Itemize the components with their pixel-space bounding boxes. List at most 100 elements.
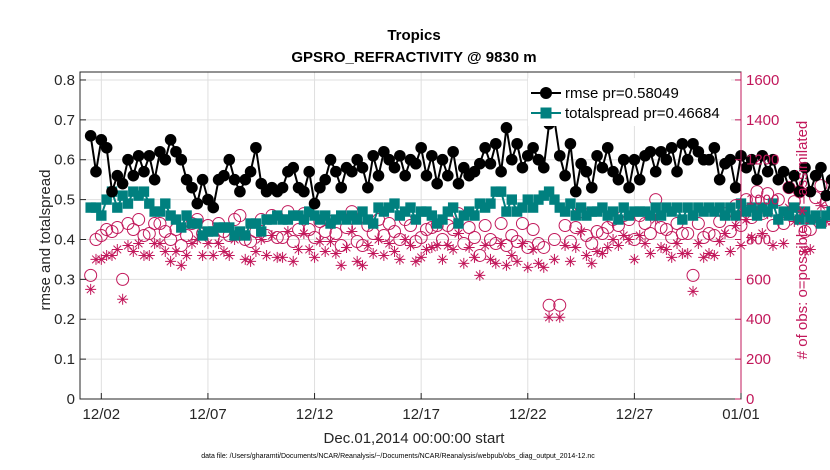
- totalspread-marker: [618, 202, 629, 213]
- totalspread-marker: [511, 206, 523, 217]
- totalspread-marker: [394, 210, 406, 221]
- totalspread-marker: [197, 230, 208, 241]
- totalspread-marker: [346, 210, 358, 221]
- totalspread-marker: [357, 206, 368, 217]
- totalspread-marker: [773, 214, 784, 225]
- obs-assimilated-marker: [373, 233, 385, 245]
- totalspread-marker: [543, 186, 555, 197]
- obs-possible-marker: [270, 230, 284, 244]
- obs-assimilated-marker: [410, 255, 422, 267]
- totalspread-marker: [176, 222, 187, 233]
- totalspread-marker: [490, 186, 501, 197]
- right-y-tick-label: 1200: [746, 152, 779, 169]
- rmse-marker: [660, 153, 673, 166]
- obs-possible-marker: [798, 225, 812, 239]
- obs-possible-marker: [286, 234, 300, 248]
- rmse-marker: [777, 165, 790, 178]
- rmse-marker: [724, 153, 737, 166]
- rmse-marker: [132, 149, 145, 162]
- totalspread-marker: [655, 210, 667, 221]
- x-tick-label: 12/17: [402, 406, 440, 423]
- rmse-marker: [825, 174, 830, 186]
- totalspread-marker: [266, 214, 278, 225]
- obs-assimilated-marker: [538, 261, 550, 273]
- x-tick-label: 01/01: [722, 406, 760, 423]
- totalspread-marker: [613, 214, 624, 225]
- totalspread-marker: [767, 198, 779, 209]
- obs-possible-marker: [702, 227, 716, 241]
- obs-assimilated-marker: [261, 249, 273, 261]
- obs-possible-marker: [766, 219, 780, 233]
- totalspread-marker: [730, 210, 741, 221]
- rmse-marker: [84, 130, 97, 142]
- totalspread-marker: [741, 206, 752, 217]
- rmse-marker: [489, 137, 502, 150]
- obs-assimilated-marker: [159, 245, 171, 257]
- obs-assimilated-marker: [452, 228, 464, 240]
- totalspread-marker: [117, 190, 128, 201]
- right-y-tick-label: 600: [746, 271, 771, 288]
- right-y-tick-label: 400: [746, 311, 771, 328]
- left-y-axis: 0 0.1 0.2 0.3 0.4 0.5 0.6 0.7 0.8: [54, 72, 86, 408]
- obs-possible-marker: [84, 268, 98, 282]
- y-tick-label: 0.1: [54, 351, 75, 368]
- obs-assimilated-marker: [714, 235, 726, 247]
- obs-possible-marker: [478, 219, 492, 233]
- rmse-marker: [644, 145, 657, 158]
- rmse-marker: [633, 173, 646, 186]
- obs-assimilated-marker: [708, 249, 720, 261]
- totalspread-marker: [581, 210, 592, 221]
- totalspread-marker: [213, 222, 224, 233]
- rmse-marker: [479, 141, 491, 154]
- obs-assimilated-marker: [660, 243, 672, 255]
- totalspread-marker: [101, 194, 112, 205]
- rmse-marker: [793, 185, 806, 198]
- totalspread-marker: [826, 206, 830, 217]
- rmse-marker: [394, 149, 406, 162]
- totalspread-marker: [112, 202, 123, 213]
- obs-assimilated-marker: [442, 239, 454, 251]
- right-y-axis-label: # of obs: o=possible; ∗=assimilated: [794, 121, 811, 360]
- totalspread-marker: [154, 206, 166, 217]
- rmse-marker: [223, 153, 236, 166]
- obs-possible-marker: [691, 217, 705, 231]
- totalspread-marker: [751, 210, 763, 221]
- rmse-marker: [484, 157, 497, 170]
- obs-possible-marker: [180, 229, 194, 242]
- obs-possible-marker: [142, 227, 156, 241]
- obs-assimilated-marker: [282, 226, 294, 238]
- obs-assimilated-marker: [644, 247, 656, 259]
- rmse-marker: [511, 137, 523, 150]
- obs-assimilated-marker: [783, 202, 795, 214]
- totalspread-marker: [778, 206, 789, 217]
- obs-assimilated-marker: [548, 253, 560, 265]
- totalspread-marker: [133, 190, 144, 201]
- totalspread-marker: [527, 202, 539, 213]
- obs-possible-marker: [515, 217, 529, 231]
- totalspread-marker: [314, 214, 326, 225]
- totalspread-marker: [85, 202, 96, 213]
- obs-assimilated-marker: [687, 285, 699, 297]
- rmse-marker: [612, 173, 625, 186]
- obs-possible-marker: [563, 234, 577, 248]
- totalspread-marker: [426, 210, 438, 221]
- obs-possible-marker: [457, 236, 471, 250]
- totalspread-marker: [799, 206, 811, 217]
- rmse-marker: [218, 169, 230, 182]
- rmse-marker: [415, 141, 427, 154]
- rmse-marker: [346, 165, 358, 178]
- y-tick-label: 0.8: [54, 72, 75, 89]
- rmse-marker: [335, 181, 348, 194]
- obs-assimilated-marker: [575, 226, 587, 238]
- totalspread-marker: [128, 186, 139, 197]
- obs-assimilated-marker: [607, 233, 619, 245]
- totalspread-marker: [415, 206, 427, 217]
- legend-box: [528, 78, 731, 126]
- rmse-marker: [372, 169, 385, 182]
- rmse-marker: [799, 161, 811, 174]
- totalspread-marker: [383, 202, 395, 213]
- obs-possible-marker: [308, 230, 322, 244]
- totalspread-marker: [719, 210, 731, 221]
- y-tick-label: 0.6: [54, 152, 75, 169]
- obs-assimilated-marker: [724, 245, 736, 257]
